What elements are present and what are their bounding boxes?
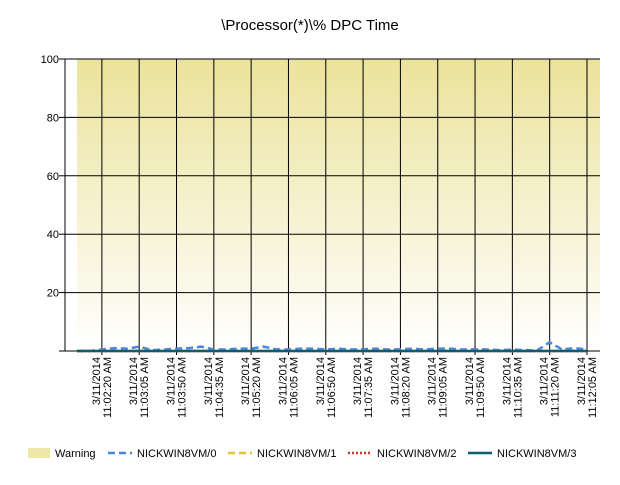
x-tick-time: 11:12:05 AM xyxy=(587,357,599,418)
x-tick-time: 11:06:50 AM xyxy=(326,357,338,418)
x-tick-label: 3/11/201411:02:20 AM xyxy=(91,357,114,418)
x-tick-time: 11:06:05 AM xyxy=(288,357,300,418)
x-tick-date: 3/11/2014 xyxy=(501,357,513,405)
y-tick-label: 80 xyxy=(47,112,59,124)
legend-swatch xyxy=(28,448,50,458)
x-tick-time: 11:03:05 AM xyxy=(139,357,151,418)
x-tick-time: 11:03:50 AM xyxy=(177,357,189,418)
chart-title: \Processor(*)\% DPC Time xyxy=(221,17,399,34)
x-tick-label: 3/11/201411:04:35 AM xyxy=(203,357,226,418)
legend-label: NICKWIN8VM/2 xyxy=(377,448,456,460)
x-tick-label: 3/11/201411:03:05 AM xyxy=(128,357,151,418)
y-tick-label: 20 xyxy=(47,288,59,300)
x-tick-label: 3/11/201411:12:05 AM xyxy=(576,357,599,418)
x-tick-label: 3/11/201411:11:20 AM xyxy=(539,357,562,417)
x-tick-label: 3/11/201411:06:50 AM xyxy=(315,357,338,418)
x-tick-time: 11:10:35 AM xyxy=(512,357,524,418)
x-tick-date: 3/11/2014 xyxy=(427,357,439,405)
x-tick-date: 3/11/2014 xyxy=(352,357,364,405)
x-tick-date: 3/11/2014 xyxy=(128,357,140,405)
x-tick-label: 3/11/201411:09:05 AM xyxy=(427,357,450,418)
x-tick-label: 3/11/201411:03:50 AM xyxy=(166,357,189,418)
x-tick-time: 11:05:20 AM xyxy=(251,357,263,418)
warning-area xyxy=(77,59,600,351)
x-tick-date: 3/11/2014 xyxy=(277,357,289,405)
x-tick-time: 11:02:20 AM xyxy=(102,357,114,418)
x-tick-date: 3/11/2014 xyxy=(315,357,327,405)
x-tick-date: 3/11/2014 xyxy=(389,357,401,405)
x-tick-label: 3/11/201411:05:20 AM xyxy=(240,357,263,418)
x-tick-date: 3/11/2014 xyxy=(464,357,476,405)
legend-label: NICKWIN8VM/1 xyxy=(257,448,336,460)
x-tick-label: 3/11/201411:08:20 AM xyxy=(389,357,412,418)
x-tick-label: 3/11/201411:09:50 AM xyxy=(464,357,487,418)
legend-label: NICKWIN8VM/0 xyxy=(137,448,216,460)
legend-label: Warning xyxy=(55,448,96,460)
x-tick-date: 3/11/2014 xyxy=(203,357,215,405)
series-line xyxy=(77,340,588,353)
x-tick-label: 3/11/201411:10:35 AM xyxy=(501,357,524,418)
x-tick-date: 3/11/2014 xyxy=(166,357,178,405)
x-tick-time: 11:09:50 AM xyxy=(475,357,487,418)
x-tick-time: 11:07:35 AM xyxy=(363,357,375,418)
x-tick-date: 3/11/2014 xyxy=(91,357,103,405)
x-tick-date: 3/11/2014 xyxy=(539,357,551,405)
legend-label: NICKWIN8VM/3 xyxy=(497,448,576,460)
x-tick-label: 3/11/201411:06:05 AM xyxy=(277,357,300,418)
x-tick-time: 11:08:20 AM xyxy=(400,357,412,418)
x-tick-time: 11:11:20 AM xyxy=(550,357,562,417)
x-tick-time: 11:04:35 AM xyxy=(214,357,226,418)
x-tick-date: 3/11/2014 xyxy=(576,357,588,405)
x-tick-label: 3/11/201411:07:35 AM xyxy=(352,357,375,418)
y-tick-label: 60 xyxy=(47,171,59,183)
y-tick-label: 40 xyxy=(47,229,59,241)
x-tick-date: 3/11/2014 xyxy=(240,357,252,405)
x-tick-time: 11:09:05 AM xyxy=(438,357,450,418)
y-tick-label: 100 xyxy=(41,54,59,66)
